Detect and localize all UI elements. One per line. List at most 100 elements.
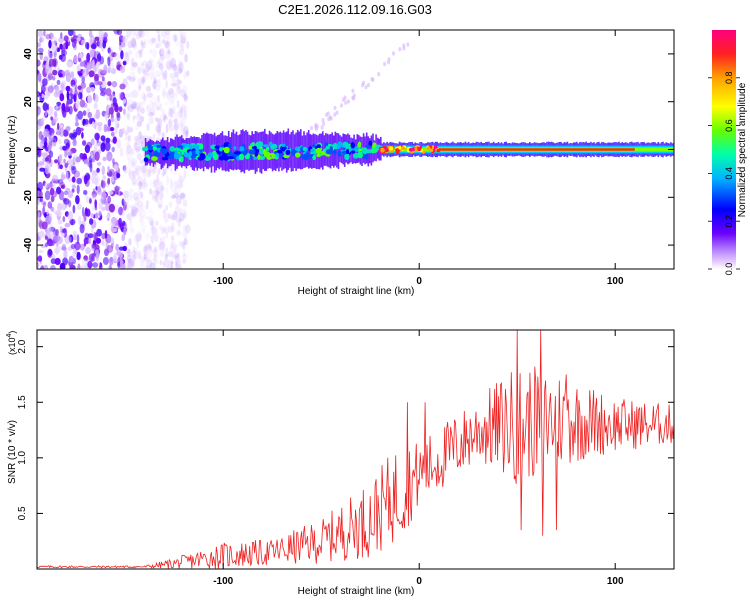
spectrogram-noise-blob <box>139 76 145 84</box>
spectrogram-noise-blob <box>171 222 175 233</box>
spectrogram-noise-blob <box>77 263 81 269</box>
spectrogram-noise-blob <box>55 85 60 96</box>
spectrogram-noise-blob <box>130 158 138 167</box>
spectrogram-noise-blob <box>138 233 142 242</box>
spectrogram-noise-blob <box>130 57 135 67</box>
spectrogram-band-blob <box>214 145 220 150</box>
spectrogram-noise-blob <box>142 246 148 256</box>
spectrogram-noise-blob <box>83 190 88 195</box>
spectrogram-noise-blob <box>149 262 156 269</box>
spectrogram-noise-blob <box>42 102 48 112</box>
spectrogram-noise-blob <box>139 215 144 224</box>
spectrogram-noise-blob <box>95 109 101 119</box>
spectrogram-noise-blob <box>127 40 134 48</box>
spectrogram-noise-blob <box>126 112 131 121</box>
spectrogram-noise-blob <box>176 122 182 128</box>
spectrogram-noise-blob <box>57 122 60 131</box>
spectrogram-noise-blob <box>183 212 187 219</box>
spectrogram-noise-blob <box>171 76 175 83</box>
spectrogram-noise-blob <box>131 76 137 81</box>
spectrogram-noise-blob <box>183 237 188 245</box>
spectrogram-noise-blob <box>157 78 162 89</box>
spectrogram-noise-blob <box>149 217 155 226</box>
spectrogram-noise-blob <box>173 123 179 131</box>
spectrogram-noise-blob <box>168 107 174 115</box>
spectrogram-noise-blob <box>43 264 49 269</box>
spectrogram-noise-blob <box>72 230 77 240</box>
spectrogram-noise-blob <box>74 121 79 127</box>
spectrogram-noise-blob <box>105 88 112 96</box>
spectrogram-band-blob <box>147 143 152 150</box>
spectrogram-noise-blob <box>157 117 161 128</box>
spectrogram-noise-blob <box>178 172 182 179</box>
spectrogram-noise-blob <box>83 118 89 125</box>
spectrogram-noise-blob <box>169 260 175 265</box>
spectrogram-noise-blob <box>175 262 178 269</box>
spectrogram-noise-blob <box>57 178 64 185</box>
spectrogram-noise-blob <box>75 99 80 110</box>
spectrogram-noise-blob <box>138 85 142 90</box>
spectrogram-noise-blob <box>165 186 169 195</box>
spectrogram-core-blob <box>408 148 413 152</box>
colorbar-ticks: 0.0 0.2 0.4 0.6 0.8 <box>708 72 740 275</box>
spectrogram-noise-blob <box>72 30 76 37</box>
spectrogram-noise-blob <box>152 133 156 140</box>
spectrogram-noise-blob <box>155 186 159 197</box>
spectrogram-noise-blob <box>65 85 71 92</box>
spectrogram-noise-blob <box>124 131 128 142</box>
spectrogram-noise-blob <box>37 212 40 218</box>
spectrogram-noise-blob <box>176 86 181 95</box>
spectrogram-band-blob <box>365 144 371 148</box>
spectrogram-noise-blob <box>61 174 66 180</box>
spectrogram-noise-blob <box>178 240 185 247</box>
spectrogram-noise-blob <box>38 230 45 238</box>
spectrogram-noise-blob <box>185 70 190 77</box>
spectrogram-noise-blob <box>90 213 94 218</box>
spectrogram-noise-blob <box>165 204 169 211</box>
spectrogram-noise-blob <box>150 223 154 232</box>
spectrogram-noise-blob <box>154 179 161 190</box>
spectrogram-noise-blob <box>63 35 69 42</box>
spectrogram-noise-blob <box>149 71 156 81</box>
spectrogram-noise-blob <box>134 207 139 213</box>
spectrogram-noise-blob <box>126 254 132 262</box>
spectrogram-noise-blob <box>94 212 99 219</box>
spectrogram-noise-blob <box>138 179 145 185</box>
spectrogram-streak <box>333 105 337 111</box>
spectrogram-noise-blob <box>145 264 151 269</box>
spectrogram-noise-blob <box>169 95 175 105</box>
spectrogram-band-blob <box>221 152 228 157</box>
spectrogram-noise-blob <box>182 130 188 138</box>
spectrogram-noise-blob <box>186 41 190 49</box>
spectrogram-noise-blob <box>37 72 42 83</box>
spectrogram-noise-blob <box>109 221 114 227</box>
spectrogram-noise-blob <box>42 201 47 208</box>
spectrogram-noise-blob <box>181 117 187 126</box>
spectrogram-noise-blob <box>91 59 95 69</box>
spectrogram-noise-blob <box>137 185 141 196</box>
spectrogram-band-cell <box>204 133 206 167</box>
spectrogram-noise-blob <box>136 230 142 237</box>
spectrogram-noise-blob <box>157 168 161 175</box>
spectrogram-noise-blob <box>159 103 163 112</box>
spectrogram-noise-blob <box>127 158 131 167</box>
spectrogram-noise-blob <box>181 37 186 45</box>
spectrogram-noise-blob <box>137 82 142 92</box>
spectrogram-band-blob <box>219 147 223 152</box>
spectrogram-noise-blob <box>164 253 169 260</box>
spectrogram-noise-blob <box>58 155 63 165</box>
spectrogram-core-blob <box>388 146 393 151</box>
spectrogram-band-blob <box>357 151 363 159</box>
spectrogram-band-blob <box>279 153 283 158</box>
spectrogram-noise-blob <box>127 50 131 58</box>
spectrogram-noise-blob <box>127 41 133 49</box>
spectrogram-noise-blob <box>127 104 135 113</box>
spectrogram-noise-blob <box>149 106 156 116</box>
spectrogram-band-blob <box>372 142 377 147</box>
spectrogram-noise-blob <box>175 263 181 269</box>
spectrogram-noise-blob <box>142 172 148 179</box>
spectrogram-noise-blob <box>146 92 153 98</box>
spectrogram-noise-blob <box>101 165 106 176</box>
spectrogram-band-blob <box>192 144 200 149</box>
spectrogram-ytick-label: 0 <box>23 146 34 152</box>
